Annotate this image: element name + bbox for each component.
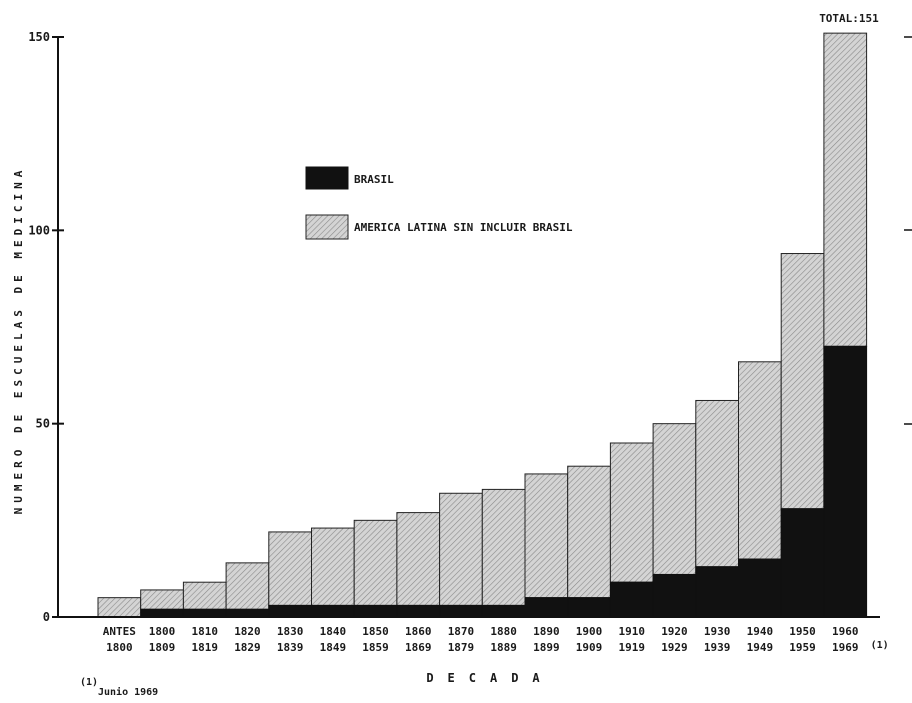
- x-tick-label-top-5: 1840: [320, 625, 347, 638]
- x-tick-label-bottom-7: 1869: [405, 641, 432, 654]
- legend: BRASIL AMERICA LATINA SIN INCLUIR BRASIL: [305, 166, 573, 240]
- x-tick-label-bottom-14: 1939: [704, 641, 731, 654]
- legend-swatch-brasil: [305, 166, 349, 190]
- legend-swatch-latam: [305, 214, 349, 240]
- y-axis-label: NUMERO DE ESCUELAS DE MEDICINA: [12, 166, 25, 515]
- bar-latam-0: [97, 597, 142, 618]
- bar-brasil-2: [182, 608, 227, 618]
- bar-latam-10: [524, 473, 569, 599]
- bar-brasil-15: [738, 558, 782, 618]
- y-tick-label-2: 100: [28, 223, 50, 237]
- x-tick-label-top-8: 1870: [448, 625, 475, 638]
- bar-latam-16: [780, 253, 825, 510]
- x-axis-label: DECADA: [426, 671, 553, 685]
- legend-label-brasil: BRASIL: [354, 173, 394, 186]
- x-tick-label-bottom-5: 1849: [320, 641, 347, 654]
- x-tick-label-top-17: 1960: [832, 625, 859, 638]
- bar-latam-7: [396, 512, 441, 606]
- bar-latam-13: [652, 423, 697, 575]
- x-tick-label-bottom-13: 1929: [661, 641, 688, 654]
- footnote: (1) Junio 1969: [80, 677, 158, 698]
- x-tick-label-bottom-9: 1889: [490, 641, 517, 654]
- bar-latam-15: [738, 361, 782, 560]
- x-tick-label-bottom-1: 1809: [149, 641, 176, 654]
- axes-layer: [57, 36, 912, 618]
- bars-layer: [97, 32, 868, 618]
- bar-latam-6: [353, 519, 398, 606]
- bar-latam-9: [481, 488, 526, 606]
- bar-brasil-13: [652, 573, 697, 618]
- y-tick-label-1: 50: [36, 417, 50, 431]
- bar-brasil-1: [140, 608, 184, 618]
- bar-latam-4: [268, 531, 312, 606]
- x-tick-label-top-15: 1940: [747, 625, 774, 638]
- x-tick-label-top-12: 1910: [619, 625, 646, 638]
- x-tick-label-bottom-16: 1959: [789, 641, 816, 654]
- x-tick-label-top-4: 1830: [277, 625, 304, 638]
- footnote-marker: (1): [80, 677, 98, 688]
- x-tick-label-top-9: 1880: [490, 625, 517, 638]
- x-tick-label-bottom-4: 1839: [277, 641, 304, 654]
- x-tick-label-bottom-10: 1899: [533, 641, 560, 654]
- y-tick-label-0: 0: [43, 610, 50, 624]
- x-tick-label-top-7: 1860: [405, 625, 432, 638]
- bar-brasil-5: [311, 604, 355, 618]
- bar-latam-2: [182, 581, 227, 610]
- last-category-note: (1): [871, 640, 889, 651]
- x-tick-label-top-11: 1900: [576, 625, 603, 638]
- bar-brasil-17: [823, 345, 868, 618]
- y-tick-label-3: 150: [28, 30, 50, 44]
- x-tick-label-top-2: 1810: [192, 625, 219, 638]
- x-tick-label-top-16: 1950: [789, 625, 816, 638]
- x-tick-label-top-13: 1920: [661, 625, 688, 638]
- bar-latam-1: [140, 589, 184, 610]
- bar-brasil-9: [481, 604, 526, 618]
- y-ticks: 0 50 100 150: [28, 30, 64, 624]
- bar-brasil-7: [396, 604, 441, 618]
- legend-label-latam: AMERICA LATINA SIN INCLUIR BRASIL: [354, 221, 573, 234]
- x-tick-label-top-10: 1890: [533, 625, 560, 638]
- x-tick-label-top-6: 1850: [362, 625, 389, 638]
- x-tick-label-bottom-12: 1919: [619, 641, 646, 654]
- bar-latam-3: [225, 562, 270, 610]
- bar-brasil-3: [225, 608, 270, 618]
- footnote-text: Junio 1969: [98, 686, 158, 698]
- x-tick-label-bottom-11: 1909: [576, 641, 603, 654]
- x-tick-label-bottom-0: 1800: [106, 641, 133, 654]
- bar-brasil-4: [268, 604, 312, 618]
- bar-brasil-6: [353, 604, 398, 618]
- bar-latam-11: [567, 465, 611, 599]
- x-tick-label-bottom-15: 1949: [747, 641, 774, 654]
- bar-brasil-11: [567, 597, 611, 618]
- x-tick-label-bottom-8: 1879: [448, 641, 475, 654]
- x-tick-label-top-3: 1820: [234, 625, 261, 638]
- x-tick-label-bottom-3: 1829: [234, 641, 261, 654]
- bar-latam-8: [439, 492, 483, 606]
- x-tick-label-bottom-6: 1859: [362, 641, 389, 654]
- x-tick-label-bottom-17: 1969: [832, 641, 859, 654]
- bar-brasil-10: [524, 597, 569, 618]
- bar-brasil-12: [609, 581, 654, 618]
- bar-brasil-14: [695, 566, 739, 618]
- bar-latam-17: [823, 32, 868, 347]
- x-tick-label-top-0: ANTES: [103, 625, 136, 638]
- bar-brasil-8: [439, 604, 483, 618]
- bar-brasil-16: [780, 508, 825, 618]
- x-tick-label-bottom-2: 1819: [192, 641, 219, 654]
- x-tick-label-top-14: 1930: [704, 625, 731, 638]
- bar-latam-14: [695, 399, 739, 568]
- x-tick-label-top-1: 1800: [149, 625, 176, 638]
- bar-latam-12: [609, 442, 654, 583]
- bar-latam-5: [311, 527, 355, 606]
- total-annotation: TOTAL:151: [819, 12, 879, 25]
- x-ticks: ANTES 1800 1800 1809 1810 1819 1820 1829 1830 183…: [103, 625, 889, 654]
